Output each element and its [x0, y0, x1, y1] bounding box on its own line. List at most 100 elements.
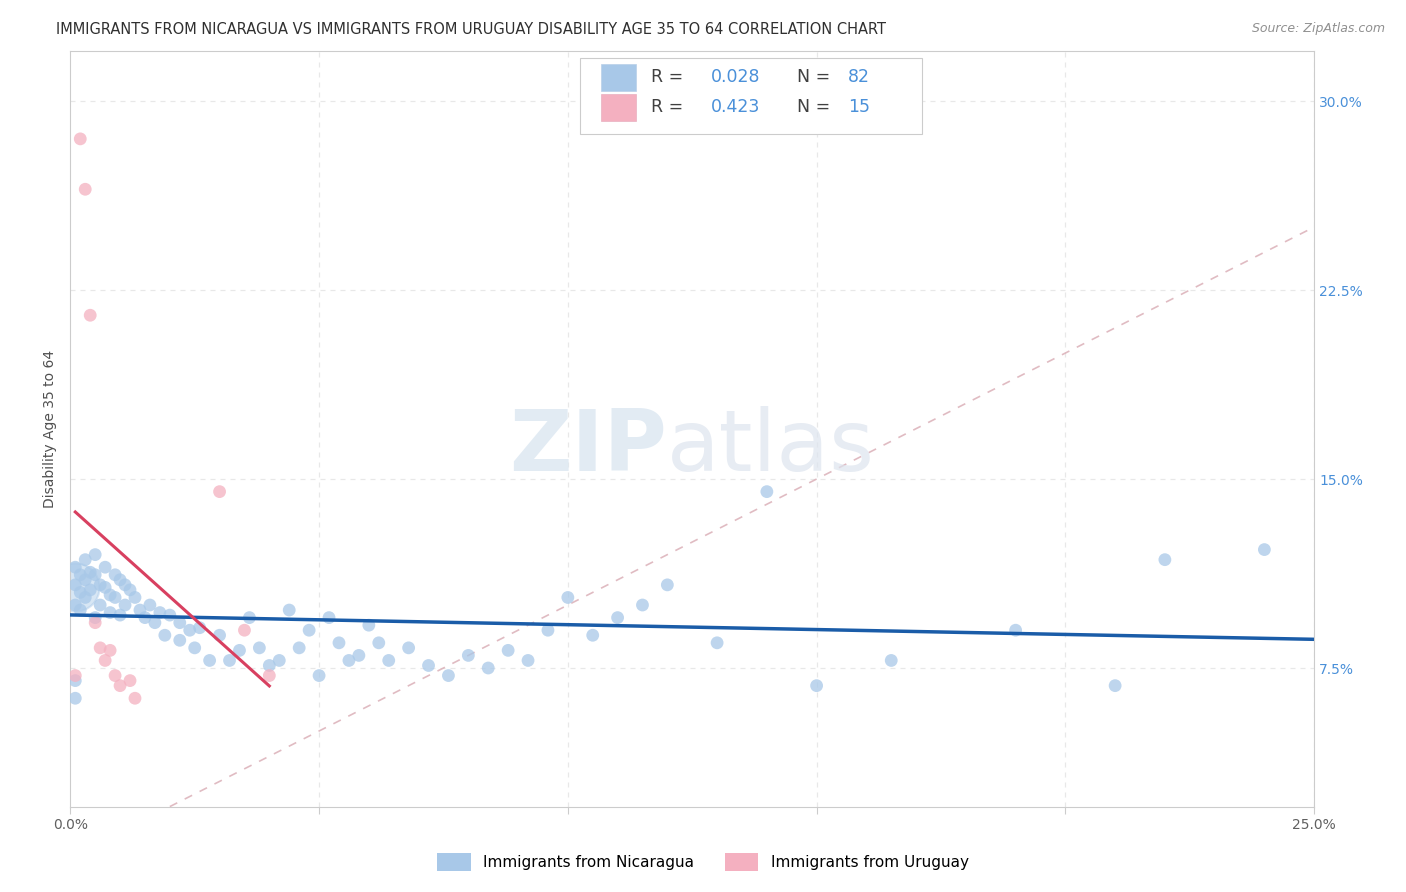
Point: [104, 591, 127, 605]
Point: [337, 653, 360, 667]
Point: [377, 653, 399, 667]
Point: [606, 610, 628, 624]
Point: [1253, 542, 1275, 557]
Point: [124, 591, 146, 605]
Point: [75, 182, 97, 196]
Point: [706, 636, 728, 650]
Point: [98, 606, 121, 620]
Point: [118, 673, 141, 688]
Text: R =: R =: [651, 68, 689, 87]
Point: [75, 591, 97, 605]
Point: [218, 653, 240, 667]
Point: [84, 567, 107, 582]
Point: [1154, 552, 1177, 566]
Point: [477, 661, 499, 675]
Point: [247, 640, 270, 655]
Point: [169, 633, 191, 648]
Text: 0.028: 0.028: [711, 68, 761, 87]
Point: [188, 621, 211, 635]
Point: [69, 567, 91, 582]
Point: [537, 624, 560, 638]
Point: [94, 580, 117, 594]
Point: [65, 580, 87, 594]
Point: [94, 560, 117, 574]
Point: [84, 548, 107, 562]
Point: [418, 658, 440, 673]
Point: [398, 640, 420, 655]
Point: [318, 610, 340, 624]
Point: [183, 640, 205, 655]
Point: [65, 668, 87, 682]
Legend: Immigrants from Nicaragua, Immigrants from Uruguay: Immigrants from Nicaragua, Immigrants fr…: [432, 847, 974, 877]
Point: [298, 624, 321, 638]
Point: [84, 610, 107, 624]
Point: [169, 615, 191, 630]
Point: [84, 615, 107, 630]
Point: [582, 628, 605, 642]
Point: [657, 578, 679, 592]
Point: [259, 658, 281, 673]
Point: [557, 591, 579, 605]
Point: [278, 603, 301, 617]
Point: [153, 628, 176, 642]
Point: [79, 308, 101, 322]
Point: [65, 578, 87, 592]
Point: [631, 598, 654, 612]
Point: [357, 618, 380, 632]
Y-axis label: Disability Age 35 to 64: Disability Age 35 to 64: [44, 350, 58, 508]
Point: [233, 624, 256, 638]
Point: [208, 484, 231, 499]
FancyBboxPatch shape: [602, 94, 637, 121]
Point: [198, 653, 221, 667]
Point: [114, 578, 136, 592]
Point: [69, 585, 91, 599]
Text: atlas: atlas: [668, 406, 876, 489]
Point: [65, 691, 87, 706]
Point: [114, 598, 136, 612]
Point: [65, 560, 87, 574]
Text: Source: ZipAtlas.com: Source: ZipAtlas.com: [1251, 22, 1385, 36]
Point: [308, 668, 330, 682]
Point: [228, 643, 250, 657]
Text: 15: 15: [848, 98, 870, 116]
Point: [94, 653, 117, 667]
Text: R =: R =: [651, 98, 689, 116]
Text: 0.423: 0.423: [711, 98, 761, 116]
Point: [238, 610, 260, 624]
Text: IMMIGRANTS FROM NICARAGUA VS IMMIGRANTS FROM URUGUAY DISABILITY AGE 35 TO 64 COR: IMMIGRANTS FROM NICARAGUA VS IMMIGRANTS …: [56, 22, 886, 37]
Point: [65, 673, 87, 688]
Point: [259, 668, 281, 682]
Text: 82: 82: [848, 68, 870, 87]
Point: [134, 610, 156, 624]
Point: [517, 653, 540, 667]
FancyBboxPatch shape: [581, 58, 922, 134]
Point: [98, 588, 121, 602]
Point: [269, 653, 291, 667]
Point: [328, 636, 350, 650]
Point: [880, 653, 903, 667]
Point: [108, 608, 131, 623]
Point: [65, 598, 87, 612]
Point: [69, 603, 91, 617]
Point: [347, 648, 370, 663]
Point: [89, 598, 111, 612]
Point: [75, 573, 97, 587]
Point: [806, 679, 828, 693]
Point: [496, 643, 519, 657]
Text: N =: N =: [786, 98, 835, 116]
Point: [69, 132, 91, 146]
Text: ZIP: ZIP: [509, 406, 668, 489]
Point: [98, 643, 121, 657]
Point: [1004, 624, 1026, 638]
Point: [124, 691, 146, 706]
Point: [104, 567, 127, 582]
Point: [104, 668, 127, 682]
Point: [108, 679, 131, 693]
Point: [1104, 679, 1126, 693]
Point: [457, 648, 479, 663]
Point: [118, 582, 141, 597]
Point: [288, 640, 311, 655]
Text: N =: N =: [786, 68, 835, 87]
Point: [437, 668, 460, 682]
Point: [89, 578, 111, 592]
